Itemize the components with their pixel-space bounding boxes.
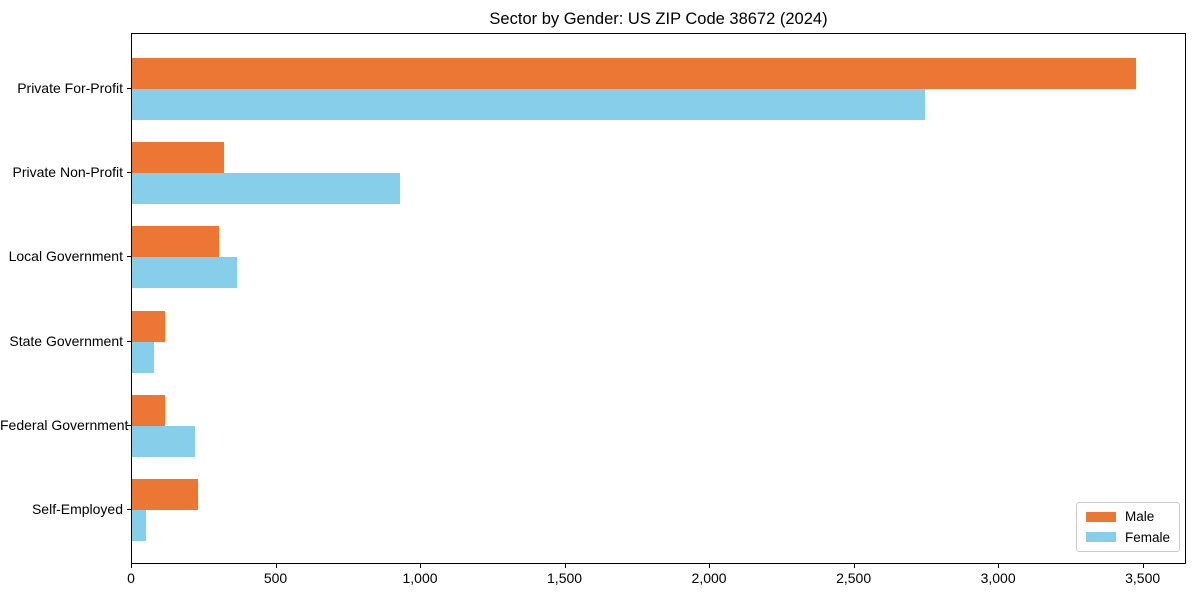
bar-male-federal-government [132, 394, 166, 426]
bar-male-private-non-profit [132, 142, 225, 174]
x-tick-mark [131, 564, 132, 568]
legend: Male Female [1075, 502, 1180, 552]
legend-entry-male: Male [1085, 509, 1170, 524]
plot-area: Male Female [131, 33, 1186, 564]
y-tick-label-private-for-profit: Private For-Profit [17, 80, 123, 96]
chart-title: Sector by Gender: US ZIP Code 38672 (202… [489, 10, 828, 28]
x-tick-label-500: 500 [263, 570, 288, 586]
x-tick-mark [564, 564, 566, 568]
x-tick-label-3-500: 3,500 [1125, 570, 1161, 586]
x-tick-mark [853, 564, 855, 568]
x-tick-label-0: 0 [127, 570, 135, 586]
x-tick-label-3-000: 3,000 [980, 570, 1016, 586]
bar-female-private-non-profit [132, 173, 401, 205]
x-tick-mark [998, 564, 1000, 568]
bar-female-state-government [132, 341, 154, 373]
bars-layer [132, 34, 1185, 563]
legend-swatch-female [1085, 532, 1116, 543]
y-tick-label-federal-government: Federal Government [0, 416, 129, 433]
legend-entry-female: Female [1085, 529, 1170, 545]
legend-label-female: Female [1124, 529, 1170, 545]
x-tick-label-1-500: 1,500 [547, 570, 583, 586]
x-tick-mark [1142, 564, 1144, 568]
bar-female-local-government [132, 257, 238, 289]
legend-swatch-male [1085, 511, 1116, 522]
x-tick-mark [275, 564, 277, 568]
y-tick-label-local-government: Local Government [8, 248, 123, 265]
x-tick-label-2-000: 2,000 [691, 570, 727, 586]
bar-male-local-government [132, 226, 219, 258]
x-tick-label-1-000: 1,000 [402, 570, 438, 586]
bar-female-self-employed [132, 510, 147, 541]
y-tick-label-private-non-profit: Private Non-Profit [12, 164, 123, 181]
bar-male-state-government [132, 310, 166, 342]
bar-male-self-employed [132, 479, 199, 510]
x-tick-mark [420, 564, 422, 568]
y-tick-label-self-employed: Self-Employed [31, 501, 123, 517]
x-tick-mark [709, 564, 711, 568]
legend-label-male: Male [1124, 509, 1155, 524]
x-tick-label-2-500: 2,500 [836, 570, 872, 586]
bar-female-private-for-profit [132, 89, 926, 120]
bar-male-private-for-profit [132, 58, 1136, 89]
y-tick-label-state-government: State Government [9, 332, 123, 349]
bar-female-federal-government [132, 425, 196, 457]
